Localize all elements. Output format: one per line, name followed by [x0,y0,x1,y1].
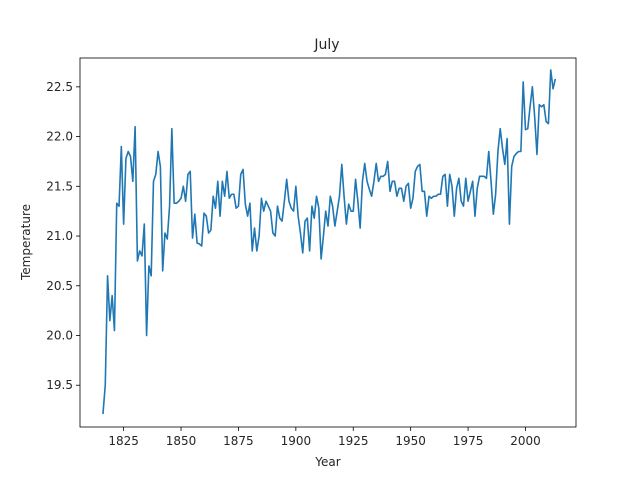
y-tick-label: 22.0 [46,130,73,144]
x-tick-label: 1950 [395,434,426,448]
x-tick-label: 1825 [108,434,139,448]
temperature-series-line [102,69,557,415]
plot-area [80,58,576,427]
axes-frame [79,57,577,428]
x-tick-label: 1925 [338,434,369,448]
x-axis-ticks: 1825 1850 1875 1900 1925 1950 1975 2000 [108,427,541,448]
y-axis-label: Temperature [19,204,33,281]
y-tick-label: 20.0 [46,328,73,342]
plot-background [80,58,576,427]
y-tick-label: 21.5 [46,179,73,193]
x-tick-label: 1850 [166,434,197,448]
x-tick-label: 2000 [510,434,541,448]
chart-title: July [313,37,339,53]
x-tick-label: 1900 [281,434,312,448]
y-tick-label: 20.5 [46,279,73,293]
y-axis-ticks: 19.5 20.0 20.5 21.0 21.5 22.0 22.5 [46,80,80,392]
x-tick-label: 1975 [453,434,484,448]
y-tick-label: 21.0 [46,229,73,243]
y-tick-label: 19.5 [46,378,73,392]
y-tick-label: 22.5 [46,80,73,94]
x-axis-label: Year [314,455,340,469]
x-tick-label: 1875 [223,434,254,448]
